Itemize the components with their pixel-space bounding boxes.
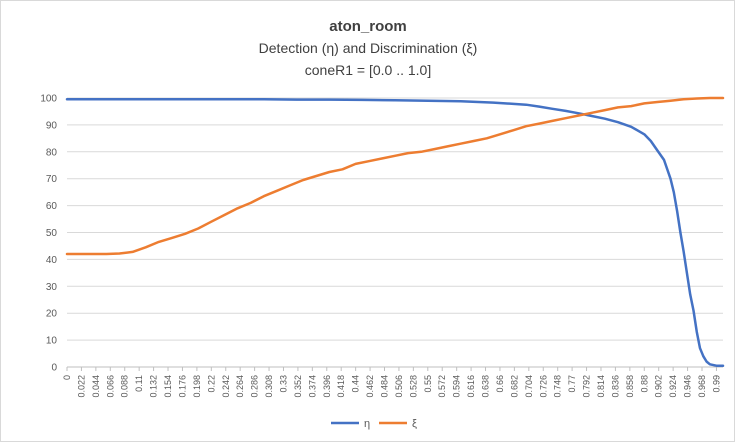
legend-label-eta: η xyxy=(364,418,370,430)
x-tick-label: 0.99 xyxy=(711,375,721,393)
x-tick-label: 0.814 xyxy=(596,375,606,398)
x-tick-label: 0.132 xyxy=(149,375,159,398)
y-tick-label: 80 xyxy=(46,147,58,158)
x-tick-label: 0.946 xyxy=(683,375,693,398)
x-tick-label: 0.374 xyxy=(307,375,317,398)
x-tick-label: 0.154 xyxy=(163,375,173,398)
chart-subtitle-line-1: Detection (η) and Discrimination (ξ) xyxy=(259,40,478,56)
x-tick-label: 0.066 xyxy=(105,375,115,398)
x-tick-label: 0.22 xyxy=(206,375,216,393)
x-tick-label: 0.308 xyxy=(264,375,274,398)
x-tick-label: 0.33 xyxy=(278,375,288,393)
x-tick-label: 0.528 xyxy=(408,375,418,398)
y-tick-label: 30 xyxy=(46,282,58,293)
y-tick-label: 20 xyxy=(46,309,58,320)
x-tick-label: 0.088 xyxy=(120,375,130,398)
x-tick-label: 0.836 xyxy=(610,375,620,398)
x-tick-label: 0.176 xyxy=(177,375,187,398)
x-tick-label: 0.198 xyxy=(192,375,202,398)
x-tick-label: 0.88 xyxy=(639,375,649,393)
x-tick-label: 0.704 xyxy=(524,375,534,398)
x-tick-label: 0.77 xyxy=(567,375,577,393)
chart-title: aton_room xyxy=(329,18,407,35)
x-tick-label: 0.66 xyxy=(495,375,505,393)
x-tick-label: 0.968 xyxy=(697,375,707,398)
x-tick-label: 0.506 xyxy=(394,375,404,398)
y-tick-label: 40 xyxy=(46,255,58,266)
x-tick-label: 0.286 xyxy=(250,375,260,398)
x-tick-label: 0.55 xyxy=(423,375,433,393)
x-tick-label: 0.858 xyxy=(625,375,635,398)
y-tick-label: 10 xyxy=(46,336,58,347)
x-tick-label: 0.924 xyxy=(668,375,678,398)
x-axis: 0 0.022 0.044 0.066 0.088 0.11 0.132 0.154 0.176… xyxy=(62,367,721,398)
x-tick-label: 0.484 xyxy=(380,375,390,398)
y-tick-label: 100 xyxy=(40,94,57,105)
x-tick-label: 0.11 xyxy=(134,375,144,392)
x-tick-label: 0.418 xyxy=(336,375,346,398)
y-tick-label: 70 xyxy=(46,174,58,185)
x-tick-label: 0.462 xyxy=(365,375,375,398)
x-tick-label: 0.638 xyxy=(481,375,491,398)
gridlines xyxy=(67,97,723,368)
y-axis: 0 10 20 30 40 50 60 70 80 90 100 xyxy=(40,94,57,374)
x-tick-label: 0.44 xyxy=(351,375,361,393)
x-tick-label: 0.572 xyxy=(437,375,447,398)
x-tick-label: 0.682 xyxy=(509,375,519,398)
y-tick-label: 50 xyxy=(46,228,58,239)
x-tick-label: 0.594 xyxy=(452,375,462,398)
y-tick-label: 0 xyxy=(51,363,57,374)
series-lines xyxy=(65,96,725,367)
x-tick-label: 0.616 xyxy=(466,375,476,398)
x-tick-label: 0.748 xyxy=(553,375,563,398)
x-tick-label: 0 xyxy=(62,375,72,380)
x-tick-label: 0.726 xyxy=(538,375,548,398)
y-tick-label: 90 xyxy=(46,120,58,131)
x-tick-label: 0.242 xyxy=(221,375,231,398)
series-line-xi xyxy=(65,96,725,256)
y-tick-label: 60 xyxy=(46,201,58,212)
x-tick-label: 0.022 xyxy=(76,375,86,398)
x-tick-label: 0.264 xyxy=(235,375,245,398)
chart-subtitle-line-2: coneR1 = [0.0 .. 1.0] xyxy=(305,62,431,78)
x-tick-label: 0.044 xyxy=(91,375,101,398)
series-line-eta xyxy=(65,98,725,367)
x-tick-label: 0.396 xyxy=(322,375,332,398)
legend-label-xi: ξ xyxy=(412,418,417,430)
x-tick-label: 0.792 xyxy=(582,375,592,398)
x-tick-label: 0.352 xyxy=(293,375,303,398)
x-tick-label: 0.902 xyxy=(654,375,664,398)
